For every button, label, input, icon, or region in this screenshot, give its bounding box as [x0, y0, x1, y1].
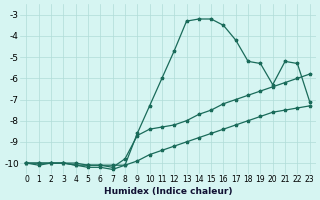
X-axis label: Humidex (Indice chaleur): Humidex (Indice chaleur) [104, 187, 232, 196]
